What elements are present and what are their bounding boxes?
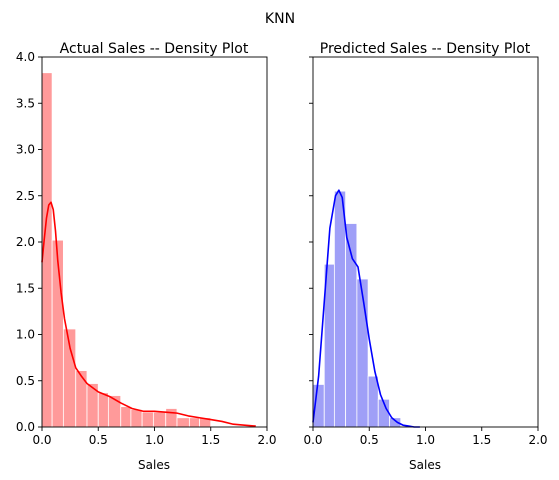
x-tick-label: 0.5 [89, 433, 108, 447]
x-tick-label: 1.0 [145, 433, 164, 447]
y-tick-label: 3.0 [16, 143, 35, 157]
x-tick-label: 2.0 [257, 433, 276, 447]
x-tick-label: 1.5 [472, 433, 491, 447]
x-tick-label: 0.0 [303, 433, 322, 447]
histogram-bar [333, 190, 347, 428]
histogram-bar [120, 406, 132, 428]
histogram-bar [176, 417, 190, 428]
histogram-bar [367, 375, 379, 428]
y-tick-label: 1.5 [16, 281, 35, 295]
y-tick-label: 4.0 [16, 50, 35, 64]
x-axis-label: Sales [409, 458, 441, 472]
y-tick-label: 0.0 [16, 420, 35, 434]
actual-sales-panel: Actual Sales -- Density Plot Sales 0.0 0.… [16, 41, 277, 472]
predicted-sales-panel: Predicted Sales -- Density Plot Sales 0.… [303, 41, 547, 472]
y-tick-label: 3.5 [16, 96, 35, 110]
histogram-bar [130, 409, 143, 428]
x-tick-label: 0.0 [32, 433, 51, 447]
x-tick-label: 1.5 [201, 433, 220, 447]
y-tick-label: 2.0 [16, 235, 35, 249]
histogram-bar [75, 370, 88, 428]
y-tick-label: 1.0 [16, 328, 35, 342]
x-tick-label: 2.0 [528, 433, 547, 447]
panel-title: Actual Sales -- Density Plot [60, 41, 249, 57]
histogram-bar [97, 392, 109, 428]
panel-title: Predicted Sales -- Density Plot [320, 41, 531, 57]
x-axis-label: Sales [138, 458, 170, 472]
x-tick-label: 1.0 [416, 433, 435, 447]
histogram-bar [165, 408, 178, 428]
histogram-bar [152, 411, 167, 428]
density-curve [312, 189, 420, 428]
figure-suptitle: KNN [265, 11, 295, 27]
y-tick-label: 2.5 [16, 189, 35, 203]
histogram-bar [356, 278, 369, 428]
density-curve [41, 201, 256, 427]
histogram-bar [141, 411, 154, 428]
y-tick-label: 0.5 [16, 374, 35, 388]
x-tick-label: 0.5 [360, 433, 379, 447]
histogram-bar [188, 417, 200, 428]
